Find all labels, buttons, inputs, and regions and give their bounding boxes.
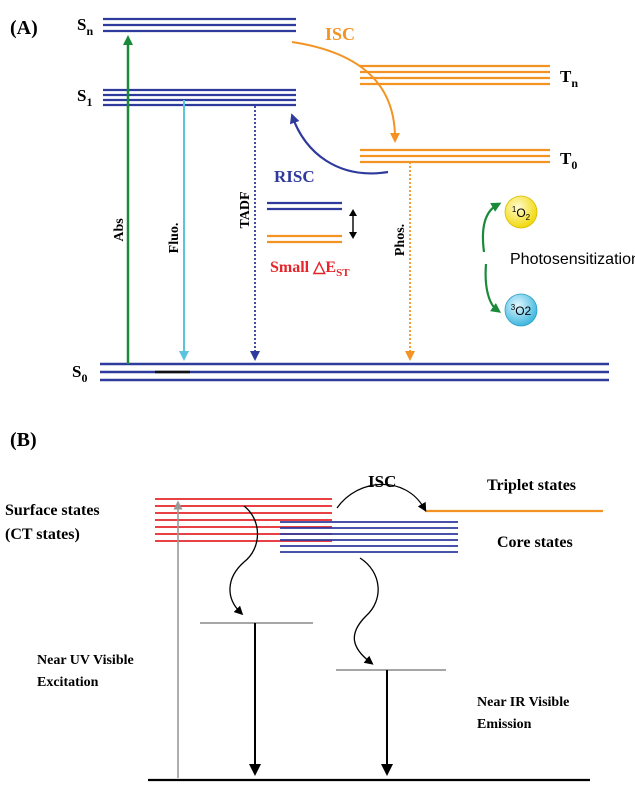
singlet-oxygen-molecule: 1O2 — [504, 195, 538, 229]
isc-label: ISC — [325, 24, 355, 44]
surface-states-label-line1: Surface states — [5, 502, 100, 519]
small-est-triplet-level — [267, 234, 342, 244]
surface-states-label-line2: (CT states) — [5, 526, 80, 543]
core-relaxation-arrow — [353, 557, 379, 665]
isc-b-label: ISC — [368, 472, 396, 491]
small-est-label: Small △EST — [270, 259, 350, 279]
double-arrow-icon — [349, 209, 357, 239]
svg-text:3O2: 3O2 — [511, 303, 532, 318]
fluo-label: Fluo. — [167, 223, 182, 254]
triplet-oxygen-molecule: 3O2 — [504, 293, 538, 327]
sn-label: Sn — [77, 15, 93, 38]
photosensitization-arrow-down — [484, 263, 502, 313]
svg-text:1O2: 1O2 — [512, 205, 531, 222]
excitation-label-line2: Excitation — [37, 675, 99, 690]
t0-level — [360, 148, 550, 164]
panel-b-label: (B) — [10, 429, 37, 451]
phos-label: Phos. — [393, 224, 408, 256]
t0-label: T0 — [560, 149, 577, 172]
emission-label-line1: Near IR Visible — [477, 695, 569, 710]
tn-level — [360, 64, 550, 86]
risc-label: RISC — [274, 167, 315, 186]
photosensitization-label: Photosensitization — [510, 251, 635, 268]
photosensitization-arrow-up — [481, 202, 502, 253]
s1-level — [103, 88, 296, 107]
core-states-level — [280, 521, 458, 553]
s1-label: S1 — [77, 86, 92, 109]
core-states-label: Core states — [497, 534, 573, 551]
risc-arrow — [289, 113, 389, 175]
emission-label-line2: Emission — [477, 717, 532, 732]
s0-label: S0 — [72, 362, 87, 385]
surface-relaxation-arrow — [229, 505, 258, 616]
tadf-label: TADF — [238, 191, 253, 228]
panel-a-label: (A) — [10, 17, 38, 39]
isc-arrow — [291, 41, 400, 143]
sn-level — [103, 17, 296, 33]
small-est-singlet-level — [267, 201, 342, 211]
isc-b-arrow — [336, 483, 427, 512]
abs-label: Abs — [112, 218, 127, 242]
s0-level — [100, 362, 609, 382]
tn-label: Tn — [560, 67, 578, 90]
excitation-label-line1: Near UV Visible — [37, 653, 134, 668]
triplet-states-label: Triplet states — [487, 477, 576, 494]
surface-states-level — [155, 498, 332, 542]
